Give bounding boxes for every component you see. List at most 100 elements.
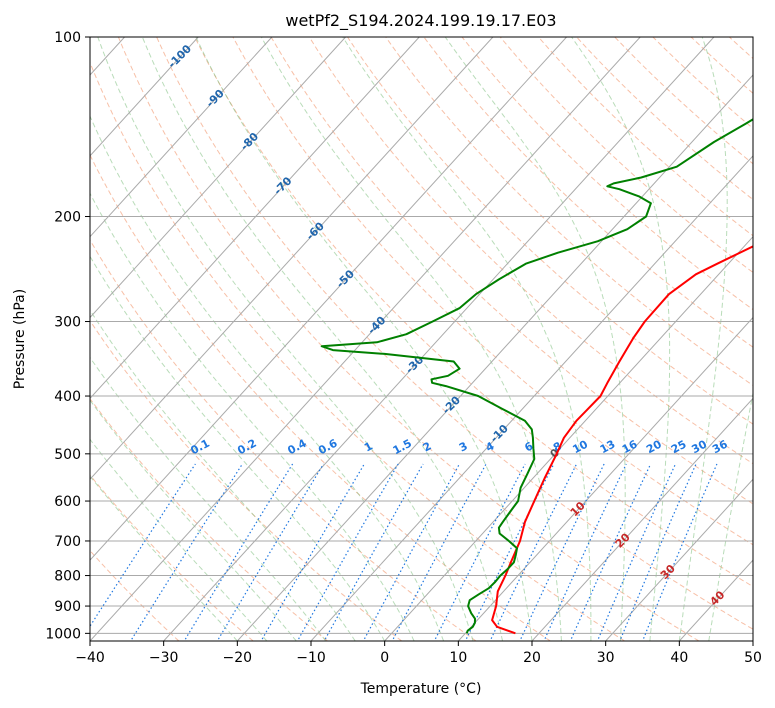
dry-adiabat bbox=[90, 550, 180, 641]
moist-adiabat bbox=[342, 37, 592, 641]
mixing-ratio-line bbox=[569, 463, 652, 641]
x-tick-label: 30 bbox=[597, 650, 615, 666]
mixing-ratio-label: 3 bbox=[457, 439, 470, 454]
isotherm-line bbox=[457, 316, 753, 641]
plot-area: -100-90-80-70-60-50-40-30-20-10010203040… bbox=[90, 37, 775, 641]
dry-adiabat bbox=[768, 37, 775, 641]
isotherm-line bbox=[90, 37, 641, 641]
moist-adiabat bbox=[90, 356, 327, 641]
isotherm-line bbox=[605, 478, 753, 641]
dry-adiabat bbox=[232, 37, 753, 546]
mixing-ratio-label: 13 bbox=[598, 438, 618, 457]
dry-adiabat bbox=[90, 239, 477, 641]
mixing-ratio-label: 20 bbox=[644, 437, 664, 456]
mixing-ratio-line bbox=[519, 463, 605, 641]
y-tick-label: 200 bbox=[54, 210, 81, 226]
y-tick-label: 800 bbox=[54, 569, 81, 585]
dry-adiabat bbox=[90, 474, 254, 641]
x-tick-label: 20 bbox=[523, 650, 541, 666]
mixing-ratio-line bbox=[391, 463, 487, 641]
moist-adiabat bbox=[90, 438, 268, 641]
dry-adiabat bbox=[90, 153, 551, 641]
moist-adiabat bbox=[90, 115, 445, 641]
x-axis: −40 −30 −20 −10 0 10 20 30 40 50 bbox=[75, 641, 762, 666]
dry-adiabat bbox=[728, 37, 753, 60]
mixing-ratio-line bbox=[90, 463, 196, 628]
dry-adiabat bbox=[308, 37, 753, 465]
dry-adiabat bbox=[652, 37, 753, 130]
y-tick-label: 700 bbox=[54, 534, 81, 550]
moist-adiabat bbox=[571, 37, 671, 641]
isotherm-line bbox=[90, 37, 199, 157]
x-tick-label: 50 bbox=[744, 650, 762, 666]
mixing-ratio-line bbox=[129, 463, 243, 641]
dry-adiabat bbox=[423, 37, 753, 348]
moist-adiabat bbox=[97, 37, 474, 641]
isotherm-line bbox=[90, 37, 273, 238]
mixing-ratio-label: 2 bbox=[421, 439, 434, 454]
moist-adiabat bbox=[90, 309, 356, 641]
isotherm-line bbox=[236, 74, 753, 641]
y-tick-label: 300 bbox=[54, 315, 81, 331]
x-tick-label: 0 bbox=[380, 650, 389, 666]
y-tick-label: 400 bbox=[54, 389, 81, 405]
y-tick-label: 600 bbox=[54, 494, 81, 510]
moist-adiabat bbox=[260, 37, 562, 641]
profile-lines bbox=[320, 118, 753, 635]
x-tick-label: −10 bbox=[296, 650, 326, 666]
mixing-ratio-line bbox=[464, 463, 555, 641]
moist-adiabat bbox=[444, 37, 626, 641]
dry-adiabat bbox=[156, 37, 753, 630]
dry-adiabat bbox=[461, 37, 753, 311]
mixing-ratio-line bbox=[362, 463, 460, 641]
isotherm-line bbox=[384, 235, 753, 641]
y-tick-label: 500 bbox=[54, 447, 81, 463]
y-tick-label: 900 bbox=[54, 599, 81, 615]
dry-adiabat bbox=[270, 37, 753, 505]
isotherm-line bbox=[90, 37, 420, 400]
x-tick-label: 10 bbox=[449, 650, 467, 666]
chart-title: wetPf2_S194.2024.199.19.17.E03 bbox=[285, 11, 556, 31]
mixing-ratio-line bbox=[641, 463, 718, 641]
moist-adiabat bbox=[678, 37, 728, 641]
x-tick-label: −30 bbox=[149, 650, 179, 666]
y-tick-label: 100 bbox=[54, 30, 81, 46]
mixing-ratio-line bbox=[489, 463, 578, 641]
moist-adiabat bbox=[195, 37, 533, 641]
mixing-ratio-label: 30 bbox=[689, 437, 709, 456]
y-axis-label: Pressure (hPa) bbox=[12, 289, 28, 389]
dry-adiabat bbox=[576, 37, 753, 201]
dry-adiabat bbox=[90, 319, 403, 641]
moist-adiabat bbox=[90, 399, 297, 641]
isotherm-line bbox=[678, 559, 753, 641]
moist-adiabat bbox=[90, 475, 238, 641]
moist-adiabat bbox=[90, 255, 386, 641]
mixing-ratio-line bbox=[183, 463, 294, 641]
dry-adiabat bbox=[117, 37, 700, 641]
x-tick-label: −40 bbox=[75, 650, 105, 666]
isotherm-line bbox=[310, 155, 753, 641]
mixing-ratio-line bbox=[260, 463, 365, 641]
mixing-ratio-line bbox=[216, 463, 325, 641]
mixing-ratio-line bbox=[433, 463, 526, 641]
y-tick-label: 1000 bbox=[45, 626, 81, 642]
isotherm-line bbox=[90, 37, 346, 319]
y-axis: 100 200 300 400 500 600 700 800 900 1000 bbox=[45, 30, 90, 642]
dry-adiabat bbox=[90, 61, 625, 641]
moist-adiabat bbox=[141, 37, 503, 641]
isotherm-line bbox=[752, 640, 753, 641]
dry-adiabat bbox=[385, 37, 753, 386]
mixing-ratio-label: 25 bbox=[669, 438, 689, 457]
mixing-ratio-label: 10 bbox=[570, 437, 590, 456]
isotherm-line bbox=[163, 37, 715, 641]
mixing-ratio-line bbox=[543, 463, 627, 641]
mixing-ratio-line bbox=[596, 463, 677, 641]
x-axis-label: Temperature (°C) bbox=[360, 681, 482, 697]
moist-adiabat bbox=[708, 390, 753, 641]
moist-adiabat bbox=[90, 192, 415, 641]
isotherm-line bbox=[90, 37, 494, 481]
mixing-ratio-label: 36 bbox=[710, 437, 730, 456]
plot-frame bbox=[89, 36, 754, 642]
x-tick-label: 40 bbox=[670, 650, 688, 666]
